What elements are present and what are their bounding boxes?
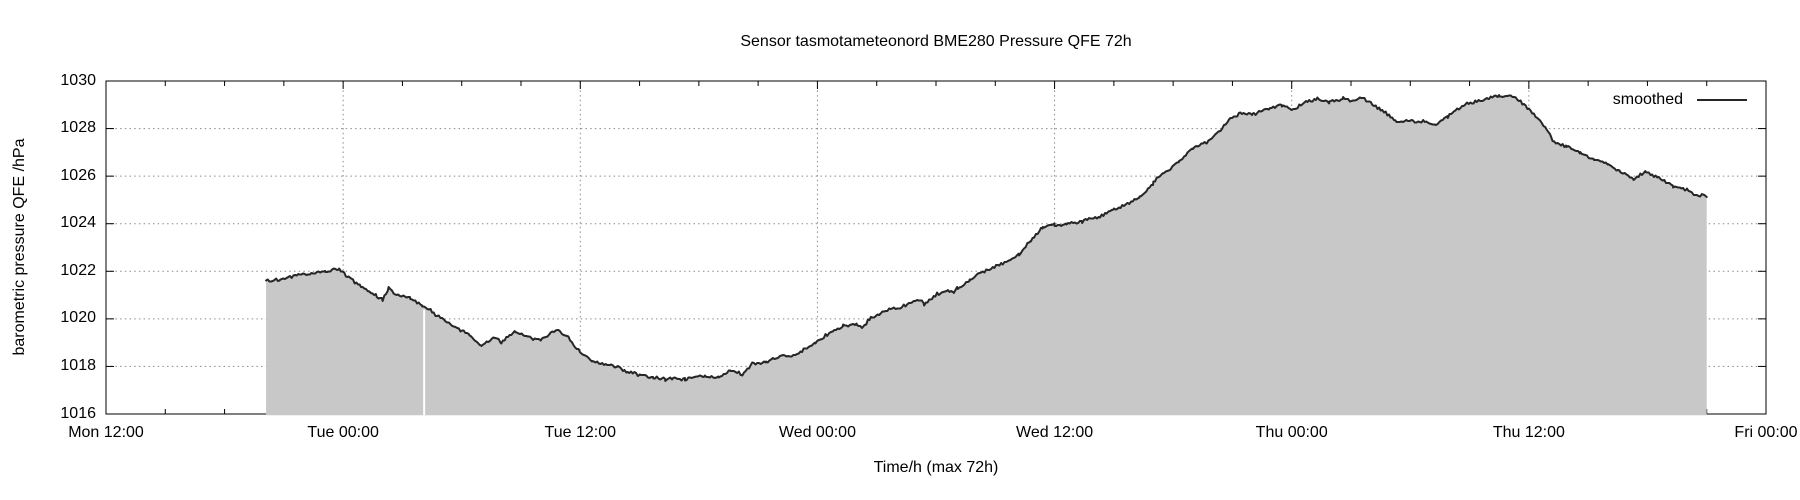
chart-title: Sensor tasmotameteonord BME280 Pressure … bbox=[740, 33, 1132, 50]
pressure-area-fill bbox=[266, 95, 1707, 416]
y-tick-label: 1020 bbox=[60, 309, 96, 327]
y-tick-label: 1028 bbox=[60, 119, 96, 137]
legend: smoothed bbox=[1613, 90, 1747, 109]
x-tick-label: Thu 00:00 bbox=[1255, 424, 1328, 441]
x-axis-label: Time/h (max 72h) bbox=[873, 459, 999, 476]
legend-label: smoothed bbox=[1612, 91, 1683, 108]
x-tick-label: Fri 00:00 bbox=[1734, 424, 1798, 441]
pressure-curve bbox=[265, 94, 1708, 382]
y-tick-label: 1018 bbox=[60, 356, 96, 374]
data-gap-line bbox=[423, 309, 426, 415]
x-tick-label: Wed 12:00 bbox=[1016, 424, 1094, 441]
legend-line-sample-icon bbox=[1697, 98, 1747, 101]
x-tick-label: Mon 12:00 bbox=[68, 424, 144, 441]
x-tick-label: Wed 00:00 bbox=[778, 424, 856, 441]
y-tick-label: 1022 bbox=[60, 261, 96, 279]
y-tick-label: 1026 bbox=[60, 166, 96, 184]
x-tick-label: Tue 12:00 bbox=[544, 424, 617, 441]
y-tick-label: 1016 bbox=[60, 404, 96, 422]
x-tick-label: Thu 12:00 bbox=[1492, 424, 1565, 441]
y-tick-label: 1030 bbox=[60, 71, 96, 89]
y-tick-label: 1024 bbox=[60, 214, 96, 232]
x-tick-label: Tue 00:00 bbox=[307, 424, 379, 441]
